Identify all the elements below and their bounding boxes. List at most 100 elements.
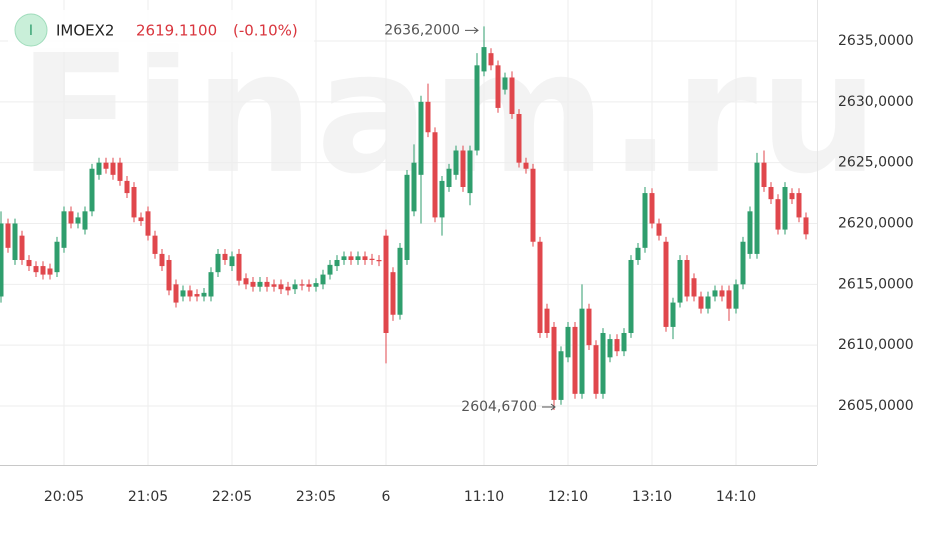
candle-body	[341, 256, 347, 260]
candle-body	[299, 284, 305, 286]
candle-body	[383, 235, 389, 333]
x-tick-label: 22:05	[212, 489, 252, 505]
candle-body	[761, 162, 767, 187]
candle-body	[488, 53, 494, 66]
candle-body	[628, 259, 634, 333]
candle-body	[635, 247, 641, 260]
ticker-icon	[14, 13, 48, 47]
candle-body	[5, 223, 11, 248]
candle-body	[642, 193, 648, 248]
y-tick-label: 2630,0000	[838, 94, 914, 110]
candle-body	[222, 253, 228, 260]
y-tick-label: 2605,0000	[838, 398, 914, 414]
candle-body	[201, 292, 207, 297]
candle-body	[474, 65, 480, 151]
candle-body	[54, 241, 60, 273]
candle-body	[369, 258, 375, 260]
candle-body	[621, 332, 627, 352]
candle-body	[33, 266, 39, 273]
y-tick-label: 2625,0000	[838, 155, 914, 171]
candle-body	[229, 256, 235, 267]
candle-body	[257, 281, 263, 287]
candle-body	[789, 193, 795, 200]
candle-body	[663, 241, 669, 327]
candle-body	[726, 290, 732, 309]
candle-body	[180, 290, 186, 297]
candle-body	[404, 174, 410, 260]
candle-body	[26, 259, 32, 267]
candle-body	[313, 283, 319, 287]
candle-body	[75, 217, 81, 224]
high-annotation: 2636,2000	[384, 22, 460, 38]
candle-body	[432, 132, 438, 218]
candle-body	[684, 259, 690, 297]
y-tick-label: 2620,0000	[838, 215, 914, 231]
candle-body	[278, 284, 284, 290]
candle-body	[208, 272, 214, 297]
candle-body	[117, 162, 123, 181]
candle-body	[285, 286, 291, 291]
ticker-icon-letter: I	[29, 23, 33, 39]
candle-body	[803, 217, 809, 235]
candle-body	[411, 162, 417, 212]
candle-body	[215, 253, 221, 273]
candle-body	[796, 193, 802, 218]
ticker: IMOEX2	[56, 22, 114, 40]
x-tick-label: 13:10	[632, 489, 672, 505]
candle-body	[698, 296, 704, 309]
candle-body	[733, 284, 739, 309]
candle-body	[159, 253, 165, 267]
low-annotation: 2604,6700	[461, 399, 537, 415]
candle-body	[40, 266, 46, 275]
x-tick-label: 12:10	[548, 489, 588, 505]
candle-body	[362, 256, 368, 260]
header-background	[8, 10, 314, 52]
candle-body	[712, 290, 718, 297]
candle-body	[348, 256, 354, 260]
candle-body	[89, 168, 95, 212]
candle-body	[705, 296, 711, 309]
candle-body	[166, 259, 172, 291]
candle-body	[320, 274, 326, 285]
candle-body	[271, 284, 277, 287]
candle-body	[138, 217, 144, 222]
candle-body	[390, 272, 396, 315]
candle-body	[719, 290, 725, 297]
y-tick-label: 2635,0000	[838, 33, 914, 49]
candle-body	[124, 180, 130, 194]
candle-body	[236, 253, 242, 281]
candle-body	[558, 351, 564, 400]
candle-body	[453, 150, 459, 175]
candle-body	[544, 308, 550, 333]
candle-body	[614, 339, 620, 352]
candle-body	[656, 223, 662, 236]
candle-body	[376, 259, 382, 262]
candle-body	[509, 77, 515, 114]
candle-body	[334, 259, 340, 267]
candle-body	[152, 235, 158, 254]
candle-body	[61, 211, 67, 248]
candle-body	[425, 101, 431, 133]
candle-body	[0, 223, 4, 297]
candle-body	[194, 294, 200, 297]
candle-body	[782, 186, 788, 230]
x-tick-label: 11:10	[464, 489, 504, 505]
candle-body	[593, 345, 599, 394]
candle-body	[306, 284, 312, 287]
candle-body	[131, 186, 137, 218]
y-tick-label: 2615,0000	[838, 276, 914, 292]
candle-body	[551, 326, 557, 400]
x-tick-label: 21:05	[128, 489, 168, 505]
price-change: (-0.10%)	[233, 22, 298, 40]
candle-body	[292, 284, 298, 290]
candle-body	[243, 278, 249, 285]
candle-body	[677, 259, 683, 303]
candle-body	[12, 223, 18, 260]
candle-body	[572, 326, 578, 394]
candle-body	[446, 168, 452, 187]
candle-body	[586, 308, 592, 346]
y-tick-label: 2610,0000	[838, 337, 914, 353]
candle-body	[19, 235, 25, 260]
candle-body	[565, 326, 571, 358]
